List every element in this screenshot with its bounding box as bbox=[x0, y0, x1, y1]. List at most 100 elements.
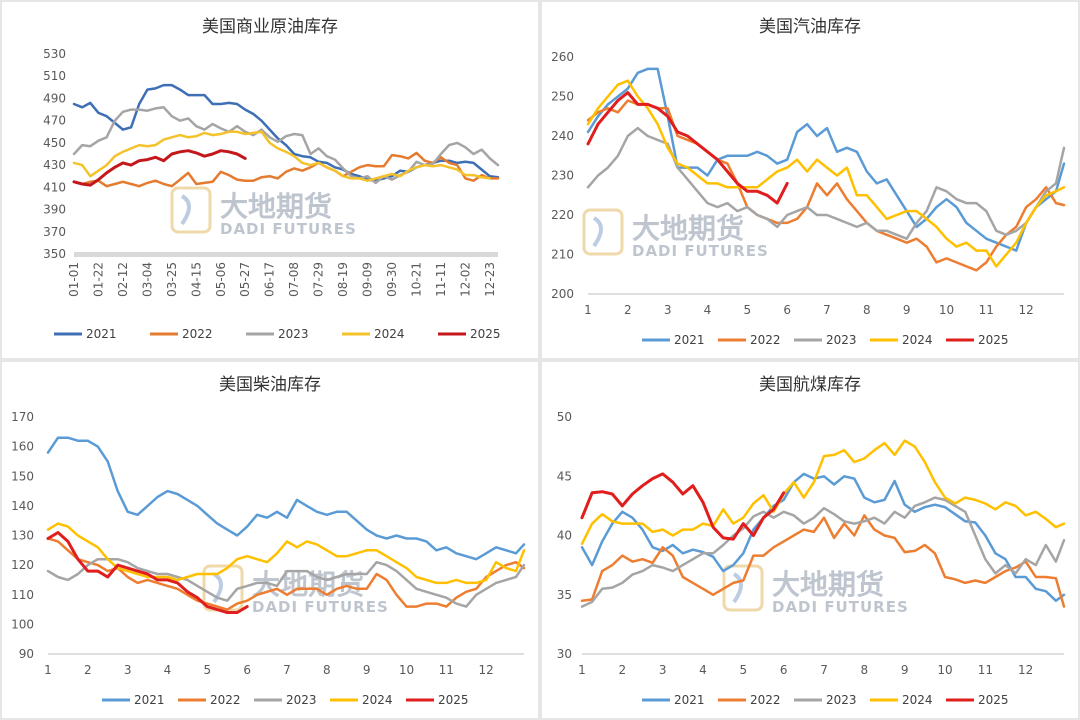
x-tick-label: 2 bbox=[624, 303, 632, 317]
y-tick-label: 390 bbox=[43, 203, 66, 217]
series-line-2024 bbox=[586, 79, 1066, 268]
legend-label: 2025 bbox=[978, 693, 1009, 707]
x-tick-label: 03-25 bbox=[165, 262, 179, 297]
watermark-cn: 大地期货 bbox=[220, 190, 332, 223]
series-line-2024 bbox=[72, 130, 492, 182]
legend-item-2023: 2023 bbox=[254, 693, 317, 707]
y-tick-label: 45 bbox=[557, 469, 572, 483]
watermark-logo-icon bbox=[170, 186, 212, 234]
legend-item-2022: 2022 bbox=[718, 693, 781, 707]
x-tick-label: 1 bbox=[584, 303, 592, 317]
x-tick-label: 12 bbox=[479, 663, 494, 677]
watermark-en: DADI FUTURES bbox=[632, 242, 769, 260]
watermark-logo-icon bbox=[722, 564, 764, 612]
x-tick-label: 09-09 bbox=[361, 262, 375, 297]
y-tick-label: 410 bbox=[43, 180, 66, 194]
y-tick-label: 200 bbox=[551, 287, 574, 301]
legend-item-2021: 2021 bbox=[642, 693, 705, 707]
y-tick-label: 430 bbox=[43, 158, 66, 172]
chart-title: 美国汽油库存 bbox=[759, 17, 861, 37]
x-tick-label: 9 bbox=[901, 663, 909, 677]
series-line-2023 bbox=[586, 126, 1066, 240]
legend-item-2022: 2022 bbox=[150, 327, 213, 341]
y-tick-label: 210 bbox=[551, 248, 574, 262]
x-tick-label: 07-08 bbox=[287, 262, 301, 297]
x-tick-label: 6 bbox=[783, 303, 791, 317]
x-tick-label: 9 bbox=[363, 663, 371, 677]
watermark-logo-mark bbox=[732, 572, 743, 604]
legend-item-2023: 2023 bbox=[794, 333, 857, 347]
y-tick-label: 90 bbox=[19, 647, 34, 661]
legend-item-2022: 2022 bbox=[178, 693, 241, 707]
y-tick-label: 170 bbox=[11, 410, 34, 424]
y-tick-label: 220 bbox=[551, 208, 574, 222]
y-tick-label: 160 bbox=[11, 440, 34, 454]
x-tick-label: 6 bbox=[780, 663, 788, 677]
x-tick-label: 12-02 bbox=[458, 262, 472, 297]
series-line-2022 bbox=[586, 99, 1066, 272]
x-tick-label: 9 bbox=[903, 303, 911, 317]
legend-label: 2025 bbox=[978, 333, 1009, 347]
y-tick-label: 150 bbox=[11, 469, 34, 483]
y-tick-label: 50 bbox=[557, 410, 572, 424]
x-tick-label: 1 bbox=[44, 663, 52, 677]
x-tick-label: 11-11 bbox=[434, 262, 448, 297]
watermark-logo-mark bbox=[592, 216, 603, 248]
series-line-2025 bbox=[72, 149, 247, 187]
diesel-panel: 美国柴油库存 大地期货 DADI FUTURES 90 100 110 120 130 140 1… bbox=[2, 362, 538, 718]
x-tick-label: 05-27 bbox=[238, 262, 252, 297]
legend-item-2024: 2024 bbox=[330, 693, 393, 707]
legend-label: 2021 bbox=[674, 333, 705, 347]
series-line-2022 bbox=[46, 537, 526, 611]
watermark-cn: 大地期货 bbox=[772, 568, 884, 601]
series-line-2025 bbox=[586, 91, 789, 205]
x-tick-label: 4 bbox=[164, 663, 172, 677]
y-tick-label: 510 bbox=[43, 69, 66, 83]
y-tick-label: 110 bbox=[11, 588, 34, 602]
legend-label: 2022 bbox=[182, 327, 213, 341]
legend-item-2023: 2023 bbox=[246, 327, 309, 341]
legend-label: 2023 bbox=[826, 333, 857, 347]
legend-label: 2024 bbox=[902, 693, 933, 707]
legend-label: 2023 bbox=[278, 327, 309, 341]
x-tick-label: 12-23 bbox=[483, 262, 497, 297]
legend-label: 2021 bbox=[86, 327, 117, 341]
chart-title: 美国商业原油库存 bbox=[202, 17, 338, 37]
y-tick-label: 260 bbox=[551, 50, 574, 64]
watermark-logo-mark bbox=[180, 194, 191, 226]
y-tick-label: 30 bbox=[557, 647, 572, 661]
series-line-2023 bbox=[46, 557, 526, 608]
legend-item-2025: 2025 bbox=[946, 693, 1009, 707]
watermark-en: DADI FUTURES bbox=[772, 598, 909, 616]
x-tick-label: 5 bbox=[744, 303, 752, 317]
x-tick-label: 09-30 bbox=[385, 262, 399, 297]
crude-oil-panel: 美国商业原油库存 大地期货 DADI FUTURES 350 370 390 410 430 4… bbox=[2, 2, 538, 358]
legend-item-2024: 2024 bbox=[870, 333, 933, 347]
x-tick-label: 12 bbox=[1018, 663, 1033, 677]
legend-label: 2024 bbox=[902, 333, 933, 347]
x-tick-label: 6 bbox=[243, 663, 251, 677]
y-tick-label: 40 bbox=[557, 529, 572, 543]
y-tick-label: 350 bbox=[43, 247, 66, 261]
legend-label: 2022 bbox=[750, 693, 781, 707]
x-tick-label: 12 bbox=[1019, 303, 1034, 317]
y-tick-label: 240 bbox=[551, 129, 574, 143]
y-tick-label: 450 bbox=[43, 136, 66, 150]
y-tick-label: 490 bbox=[43, 91, 66, 105]
series-line-2024 bbox=[580, 439, 1066, 546]
x-tick-label: 3 bbox=[124, 663, 132, 677]
x-tick-label: 7 bbox=[283, 663, 291, 677]
x-tick-label: 8 bbox=[323, 663, 331, 677]
y-tick-label: 140 bbox=[11, 499, 34, 513]
legend-label: 2025 bbox=[438, 693, 469, 707]
legend-item-2021: 2021 bbox=[54, 327, 117, 341]
y-tick-label: 100 bbox=[11, 617, 34, 631]
x-tick-label: 11 bbox=[979, 303, 994, 317]
x-tick-label: 3 bbox=[664, 303, 672, 317]
legend-label: 2022 bbox=[210, 693, 241, 707]
x-tick-label: 07-29 bbox=[312, 262, 326, 297]
series-line-2025 bbox=[580, 472, 786, 541]
